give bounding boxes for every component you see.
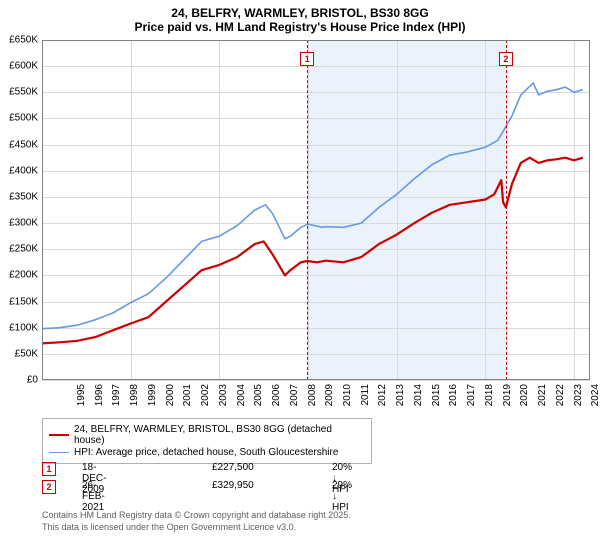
event-price: £329,950 (212, 480, 254, 491)
x-tick-label: 2015 (431, 384, 442, 424)
y-tick-label: £400K (0, 165, 38, 176)
footer-line1: Contains HM Land Registry data © Crown c… (42, 510, 351, 522)
event-marker-box: 2 (42, 480, 56, 494)
y-tick-label: £600K (0, 61, 38, 72)
x-tick-label: 2022 (555, 384, 566, 424)
y-tick-label: £150K (0, 296, 38, 307)
y-tick-label: £450K (0, 139, 38, 150)
footer-line2: This data is licensed under the Open Gov… (42, 522, 351, 534)
event-marker-box: 1 (42, 462, 56, 476)
chart-container: { "title": { "line1": "24, BELFRY, WARML… (0, 0, 600, 560)
x-tick-label: 2016 (448, 384, 459, 424)
y-tick-label: £550K (0, 87, 38, 98)
y-tick-label: £200K (0, 270, 38, 281)
x-tick-label: 2017 (466, 384, 477, 424)
plot-border (42, 40, 590, 380)
legend-label: HPI: Average price, detached house, Sout… (74, 447, 338, 458)
chart-title: 24, BELFRY, WARMLEY, BRISTOL, BS30 8GG P… (0, 0, 600, 36)
legend-swatch (49, 452, 69, 453)
y-tick-label: £500K (0, 113, 38, 124)
y-tick-label: £0 (0, 375, 38, 386)
x-tick-label: 2020 (519, 384, 530, 424)
y-tick-label: £300K (0, 218, 38, 229)
x-tick-label: 2018 (484, 384, 495, 424)
legend-label: 24, BELFRY, WARMLEY, BRISTOL, BS30 8GG (… (74, 424, 365, 446)
plot-area: 12 (42, 40, 590, 380)
x-tick-label: 2021 (537, 384, 548, 424)
y-tick-label: £350K (0, 191, 38, 202)
event-price: £227,500 (212, 462, 254, 473)
x-tick-label: 2024 (590, 384, 600, 424)
legend: 24, BELFRY, WARMLEY, BRISTOL, BS30 8GG (… (42, 418, 372, 464)
x-tick-label: 2012 (377, 384, 388, 424)
footer: Contains HM Land Registry data © Crown c… (42, 510, 351, 533)
title-address: 24, BELFRY, WARMLEY, BRISTOL, BS30 8GG (0, 6, 600, 20)
legend-swatch (49, 434, 69, 436)
legend-item-price-paid: 24, BELFRY, WARMLEY, BRISTOL, BS30 8GG (… (49, 424, 365, 446)
y-tick-label: £100K (0, 322, 38, 333)
event-pct: 29% ↓ HPI (332, 480, 352, 513)
y-tick-label: £50K (0, 348, 38, 359)
x-tick-label: 2013 (395, 384, 406, 424)
x-tick-label: 2023 (573, 384, 584, 424)
x-tick-label: 2019 (502, 384, 513, 424)
title-subtitle: Price paid vs. HM Land Registry's House … (0, 20, 600, 34)
y-tick-label: £650K (0, 35, 38, 46)
event-date: 26-FEB-2021 (82, 480, 105, 513)
x-tick-label: 2014 (413, 384, 424, 424)
legend-item-hpi: HPI: Average price, detached house, Sout… (49, 447, 365, 458)
y-tick-label: £250K (0, 244, 38, 255)
